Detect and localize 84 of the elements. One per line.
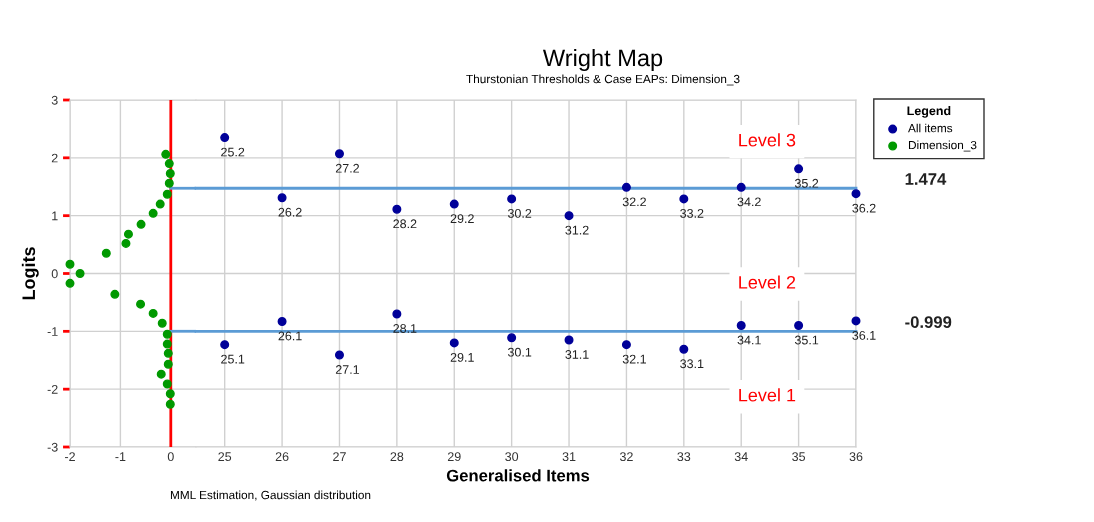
annotation: 26.2 xyxy=(278,207,302,217)
x-tick-label: 36 xyxy=(849,452,863,462)
legend-label: All items xyxy=(908,123,953,133)
y-tick-label: 0 xyxy=(51,269,58,279)
point xyxy=(157,318,167,328)
point xyxy=(136,299,146,309)
annotation: 33.2 xyxy=(680,208,704,218)
x-tick-label: 0 xyxy=(167,452,174,462)
annotation: 33.1 xyxy=(680,359,704,369)
point xyxy=(164,159,174,169)
annotation: 26.1 xyxy=(278,331,302,341)
point xyxy=(136,219,146,229)
annotation: 29.2 xyxy=(450,214,474,223)
y-tick-label: 1 xyxy=(52,211,58,221)
annotation: 27.1 xyxy=(335,365,360,374)
annotation: 30.2 xyxy=(507,208,532,218)
point xyxy=(123,229,133,239)
point xyxy=(156,369,166,379)
y-tick-label: 3 xyxy=(51,95,58,105)
annotation: Level 1 xyxy=(739,388,796,402)
point xyxy=(165,168,175,178)
x-axis-title: Generalised Items xyxy=(446,469,590,482)
annotation: Level 3 xyxy=(739,133,796,147)
annotation: 36.2 xyxy=(852,203,876,213)
point xyxy=(75,269,85,278)
point xyxy=(162,329,172,339)
annotation: 35.1 xyxy=(794,335,819,345)
x-tick-label: 34 xyxy=(734,452,748,462)
legend-title: Legend xyxy=(907,106,951,118)
annotation: 28.2 xyxy=(393,219,417,229)
x-tick-label: 27 xyxy=(333,452,346,461)
x-tick-label: -1 xyxy=(115,452,126,461)
y-axis-title: Logits xyxy=(21,247,39,300)
annotation: 31.2 xyxy=(565,225,589,235)
x-tick-label: 33 xyxy=(677,452,691,462)
y-tick-label: 2 xyxy=(51,153,58,163)
annotation: Level 2 xyxy=(739,275,796,289)
annotation: 31.1 xyxy=(565,350,589,359)
x-tick-label: 26 xyxy=(275,452,289,462)
chart-subtitle: Thurstonian Thresholds & Case EAPs: Dimension_3 xyxy=(466,74,740,86)
point xyxy=(110,289,120,299)
point xyxy=(165,399,175,409)
point xyxy=(121,238,131,248)
point xyxy=(65,278,75,288)
x-tick-label: 25 xyxy=(218,452,232,462)
text: MML Estimation, Gaussian distribution xyxy=(170,490,371,501)
annotation: 32.1 xyxy=(622,354,646,364)
point xyxy=(163,348,173,358)
point xyxy=(162,339,172,349)
point xyxy=(164,178,174,188)
chart-title: Wright Map xyxy=(542,49,663,71)
y-tick-label: -2 xyxy=(47,384,58,394)
point xyxy=(165,389,175,399)
point xyxy=(148,308,158,318)
point xyxy=(148,208,158,218)
point xyxy=(155,199,165,209)
x-tick-label: 30 xyxy=(505,452,519,462)
annotation: 34.1 xyxy=(737,335,761,345)
annotation: 30.1 xyxy=(507,347,532,357)
point xyxy=(163,359,173,369)
annotation: 34.2 xyxy=(737,197,761,207)
annotation: 25.2 xyxy=(221,147,245,157)
y-tick-label: -1 xyxy=(47,327,58,336)
x-tick-label: 35 xyxy=(792,452,806,462)
annotation: 36.1 xyxy=(852,330,876,340)
x-tick-label: 31 xyxy=(562,452,576,462)
point xyxy=(162,189,172,199)
ref-line-label: 1.474 xyxy=(905,173,947,185)
point xyxy=(162,379,172,389)
point xyxy=(65,259,75,269)
x-tick-label: 28 xyxy=(390,452,404,462)
point xyxy=(161,149,171,159)
point xyxy=(101,248,111,258)
x-tick-label: 32 xyxy=(619,452,633,462)
x-tick-label: 29 xyxy=(447,452,461,462)
x-tick-label: -2 xyxy=(65,452,75,461)
annotation: 35.2 xyxy=(794,178,819,188)
annotation: 32.2 xyxy=(622,197,646,207)
annotation: 29.1 xyxy=(450,352,474,362)
annotation: 27.2 xyxy=(335,163,360,173)
annotation: 25.1 xyxy=(221,354,245,364)
ref-line-label: -0.999 xyxy=(905,316,952,328)
legend-label: Dimension_3 xyxy=(908,140,977,152)
y-tick-label: -3 xyxy=(47,442,58,452)
